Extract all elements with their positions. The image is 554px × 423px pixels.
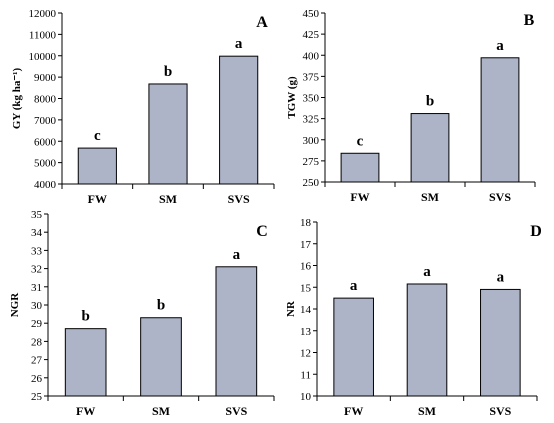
significance-letter: a — [496, 38, 504, 54]
y-axis-title: GY (kg ha⁻¹) — [11, 68, 23, 130]
y-tick-label: 33 — [31, 245, 43, 257]
y-tick-label: 30 — [31, 300, 43, 312]
y-tick-label: 325 — [303, 114, 320, 126]
y-tick-label: 250 — [303, 177, 320, 189]
bar-sm — [410, 113, 450, 183]
x-tick-label: FW — [350, 190, 369, 204]
y-tick-label: 12000 — [29, 8, 57, 20]
y-tick-label: 29 — [31, 318, 43, 330]
x-tick-label: SM — [152, 404, 170, 418]
significance-letter: c — [357, 133, 364, 149]
y-axis-title: NGR — [9, 292, 21, 318]
y-axis-title: TGW (g) — [286, 76, 298, 119]
y-tick-label: 450 — [303, 8, 320, 20]
x-tick-label: SVS — [225, 404, 247, 418]
y-tick-label: 31 — [31, 282, 42, 294]
y-tick-label: 15 — [300, 282, 312, 294]
y-tick-label: 27 — [31, 355, 43, 367]
y-tick-label: 17 — [300, 239, 312, 251]
significance-letter: b — [157, 298, 165, 314]
y-tick-label: 13 — [300, 326, 312, 338]
significance-letter: a — [350, 278, 358, 294]
y-tick-label: 7000 — [34, 115, 57, 127]
y-tick-label: 10000 — [29, 51, 57, 63]
bar-svs — [219, 55, 259, 185]
y-tick-label: 6000 — [34, 136, 57, 148]
x-tick-label: FW — [76, 404, 95, 418]
x-tick-label: SVS — [228, 192, 250, 206]
significance-letter: b — [164, 64, 172, 80]
y-tick-label: 26 — [31, 373, 43, 385]
bar-fw — [340, 152, 380, 183]
x-tick-label: FW — [88, 192, 107, 206]
y-tick-label: 18 — [300, 217, 312, 229]
x-tick-label: SM — [421, 190, 439, 204]
y-tick-label: 35 — [31, 209, 43, 221]
x-tick-label: SM — [159, 192, 177, 206]
significance-letter: a — [235, 36, 243, 52]
panel-label: C — [256, 223, 268, 240]
significance-letter: c — [94, 128, 101, 144]
y-tick-label: 10 — [300, 391, 312, 403]
bar-sm — [148, 83, 188, 185]
panel-label: D — [530, 223, 542, 240]
y-tick-label: 375 — [303, 71, 320, 83]
y-tick-label: 350 — [303, 93, 320, 105]
y-tick-label: 4000 — [34, 179, 57, 191]
significance-letter: b — [81, 309, 89, 325]
panel-label: A — [256, 14, 268, 31]
y-tick-label: 400 — [303, 50, 320, 62]
y-tick-label: 32 — [31, 264, 42, 276]
chart-panel-a: 4000 5000 6000 7000 8000 9000 10000 11000 12000 F… — [11, 8, 275, 206]
y-tick-label: 8000 — [34, 94, 57, 106]
y-tick-label: 425 — [303, 29, 320, 41]
bar-svs — [480, 288, 521, 397]
y-tick-label: 5000 — [34, 158, 57, 170]
chart-panel-c: 25 26 27 28 29 30 31 32 33 34 35 FW b SM b SVS a NGR C — [9, 209, 275, 418]
y-tick-label: 300 — [303, 135, 320, 147]
x-tick-label: FW — [344, 404, 363, 418]
significance-letter: b — [426, 94, 434, 110]
x-tick-label: SM — [418, 404, 436, 418]
y-tick-label: 9000 — [34, 72, 57, 84]
significance-letter: a — [497, 269, 505, 285]
bar-svs — [480, 57, 520, 183]
y-tick-label: 11 — [300, 369, 311, 381]
chart-panel-d: 10 11 12 13 14 15 16 17 18 FW a SM a SVS a NR D — [285, 217, 542, 418]
bar-fw — [333, 297, 374, 397]
bar-fw — [77, 147, 117, 185]
y-tick-label: 16 — [300, 261, 312, 273]
y-tick-label: 275 — [303, 156, 320, 168]
x-tick-label: SVS — [489, 190, 511, 204]
bar-svs — [215, 266, 258, 397]
x-tick-label: SVS — [489, 404, 511, 418]
bar-sm — [406, 283, 448, 397]
chart-panel-b: 250 275 300 325 350 375 400 425 450 FW c SM b SVS a TGW… — [286, 8, 536, 204]
y-tick-label: 11000 — [29, 29, 57, 41]
y-tick-label: 12 — [300, 348, 311, 360]
bar-fw — [64, 328, 107, 397]
significance-letter: a — [233, 247, 241, 263]
y-axis-title: NR — [285, 300, 297, 317]
y-tick-label: 34 — [31, 227, 43, 239]
y-tick-label: 25 — [31, 391, 43, 403]
y-tick-label: 28 — [31, 336, 43, 348]
significance-letter: a — [423, 264, 431, 280]
bar-sm — [140, 317, 182, 397]
panel-label: B — [524, 12, 535, 29]
y-tick-label: 14 — [300, 304, 312, 316]
